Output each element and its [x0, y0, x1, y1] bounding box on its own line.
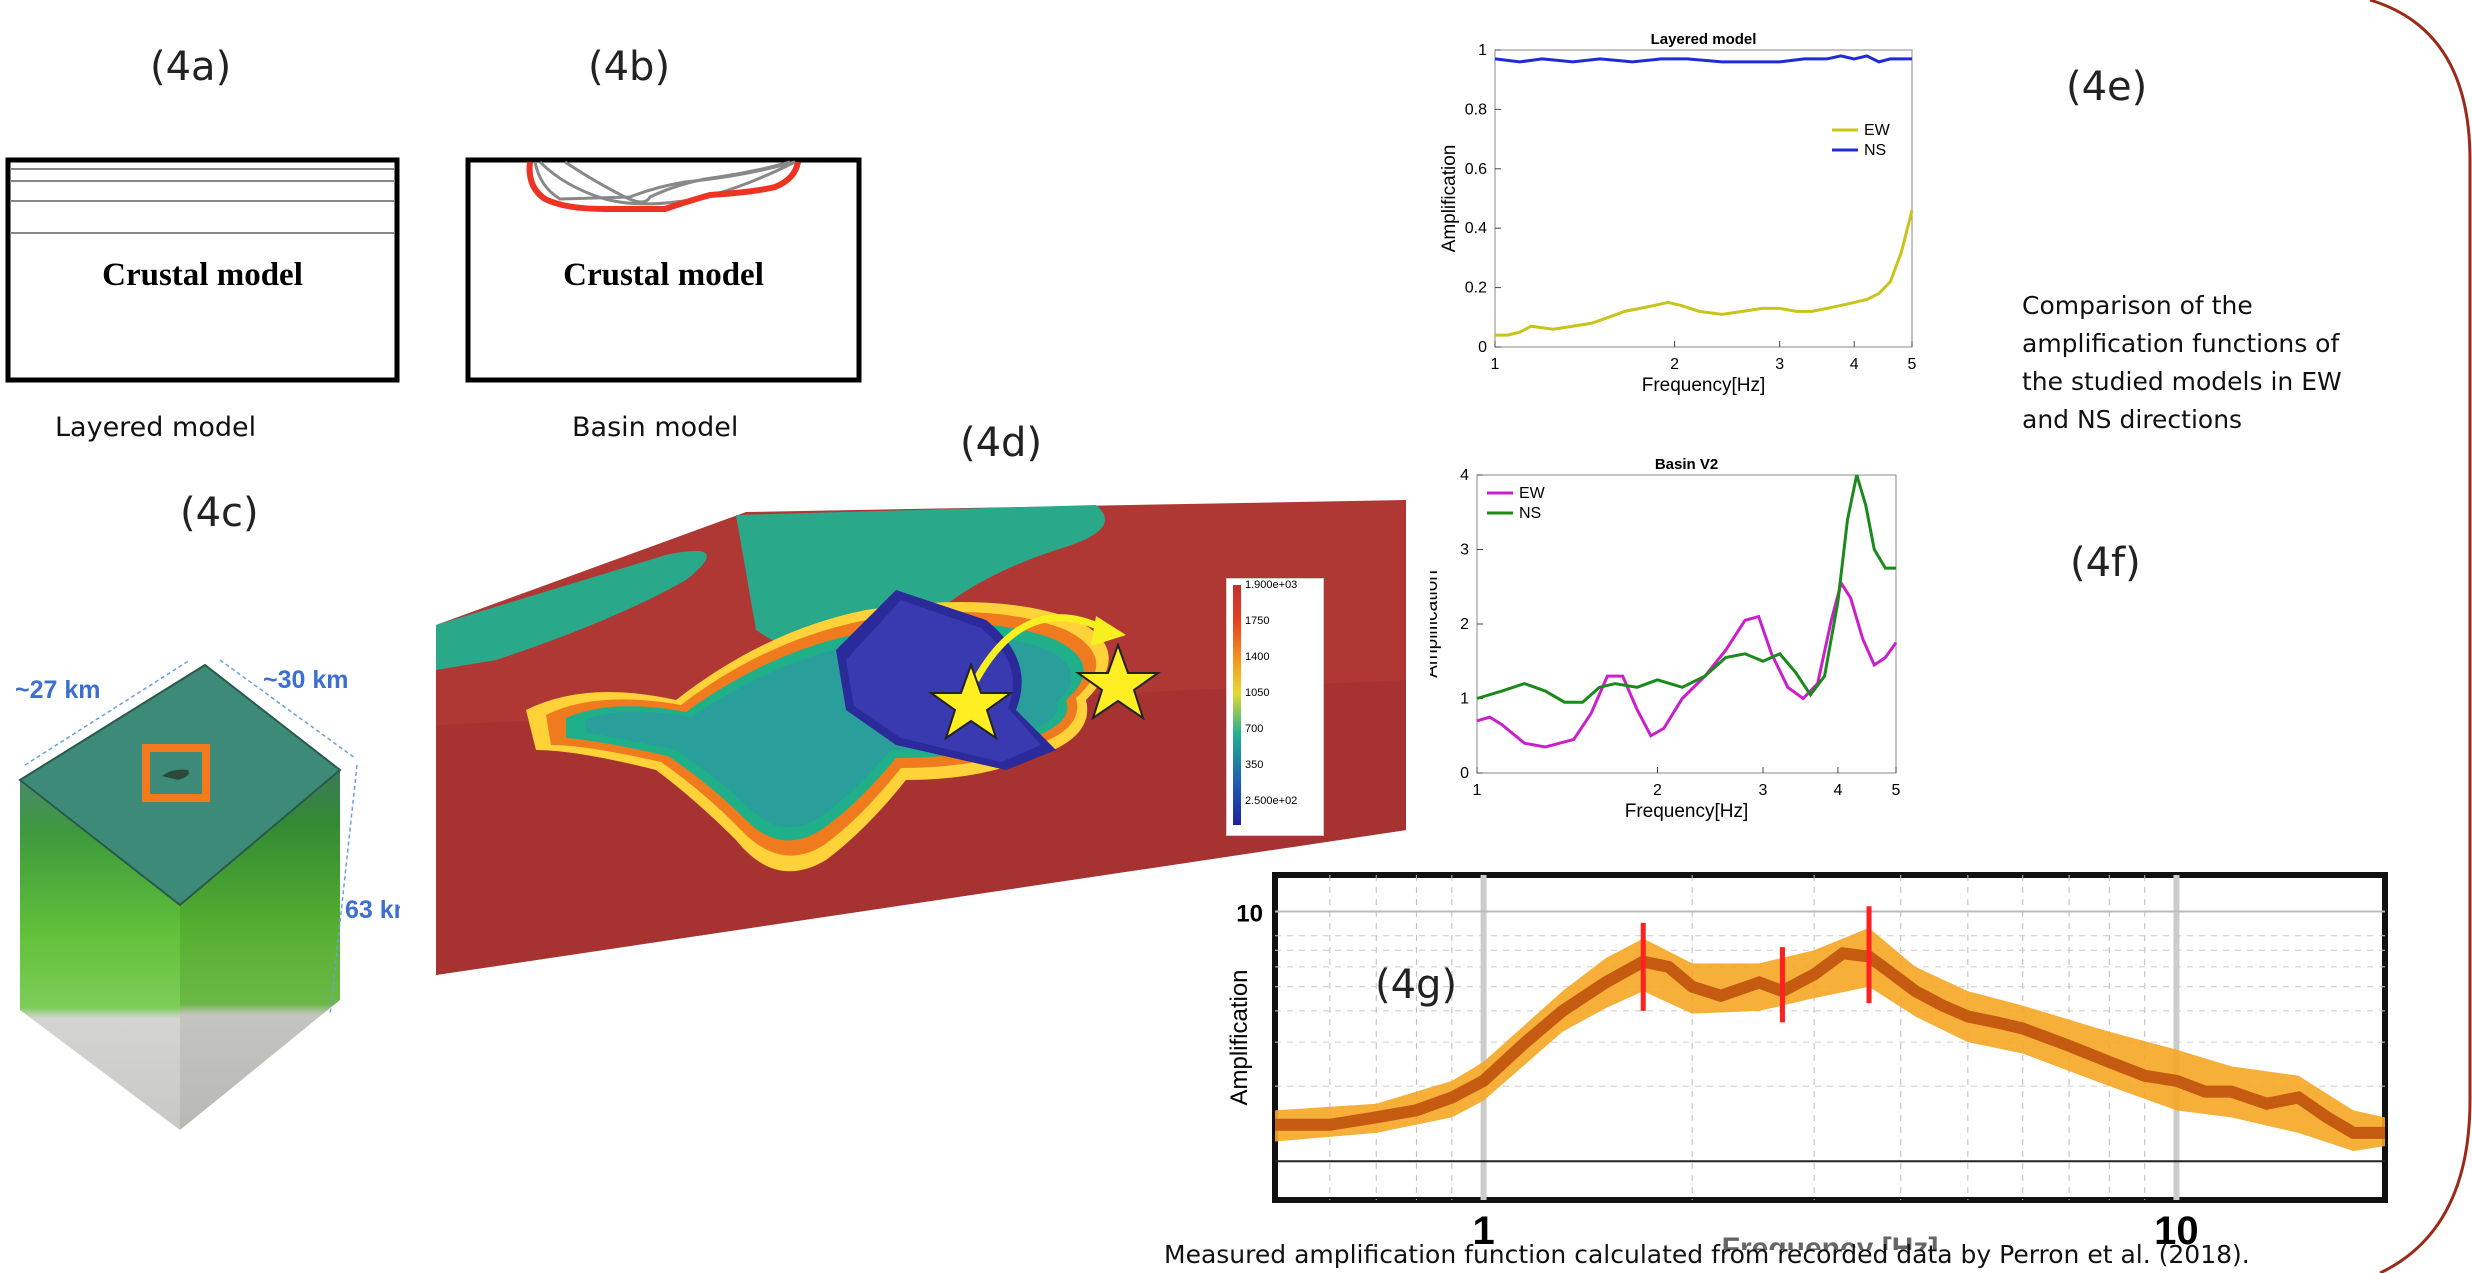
station-star-1: [927, 662, 1015, 741]
x-tick-label: 4: [1833, 782, 1842, 799]
basin-model-diagram: Crustal model: [465, 157, 862, 383]
dim-width-label: ~27 km: [15, 676, 101, 704]
y-tick-label: 3: [1460, 542, 1469, 559]
colorbar-tick-label: 2.500e+02: [1245, 795, 1298, 807]
series-line-ns: [1494, 54, 1912, 64]
x-tick-label: 1: [1473, 782, 1482, 799]
chart-title: Basin V2: [1655, 456, 1718, 473]
colorbar-tick-label: 1750: [1245, 615, 1270, 627]
colorbar-tick-label: 700: [1245, 723, 1264, 735]
x-tick-label: 2: [1670, 356, 1679, 373]
y-tick-label: 4: [1460, 467, 1469, 484]
colorbar-tick-label: 350: [1245, 759, 1264, 771]
study-area-marker: [142, 744, 210, 802]
y-axis-label: Amplification: [1439, 145, 1460, 253]
panel-label-4a: (4a): [150, 44, 232, 90]
y-tick-label: 1: [1478, 42, 1487, 59]
x-axis-label: Frequency[Hz]: [1625, 801, 1749, 822]
x-tick-label: 1: [1491, 356, 1500, 373]
y-tick-label: 0: [1460, 765, 1469, 782]
velocity-model-3d: [436, 500, 1406, 975]
colorbar-tick-label: 1050: [1245, 687, 1270, 699]
layered-model-caption: Layered model: [55, 412, 257, 443]
slide-border-arc: [2369, 0, 2472, 1273]
crustal-block-3d: ~27 km ~30 km 63 km: [15, 659, 400, 1130]
station-star-2: [1074, 642, 1162, 721]
panel-label-4f: (4f): [2070, 540, 2141, 586]
basin-model-sketch: [465, 157, 862, 383]
y-tick-label: 0: [1478, 339, 1487, 356]
legend-label: NS: [1519, 505, 1541, 522]
x-tick-label: 3: [1759, 782, 1768, 799]
y-tick-label: 0.8: [1465, 101, 1487, 118]
y-tick-label: 0.6: [1465, 161, 1487, 178]
colorbar-gradient: [1233, 585, 1241, 825]
legend-label: NS: [1864, 142, 1886, 159]
y-tick-label: 0.2: [1465, 280, 1487, 297]
y-tick-label: 2: [1460, 616, 1469, 633]
x-tick-label: 5: [1908, 356, 1917, 373]
dim-height-label: 63 km: [345, 896, 400, 924]
plot-area: [1476, 474, 1897, 774]
layered-amplification-chart: 1 2 3 4 5 0 0.2 0.4 0.6 0.8 1 Layered model Frequenc…: [1439, 31, 1917, 396]
measured-caption: Measured amplification function calculat…: [1164, 1240, 2250, 1269]
colorbar-tick-label: 1400: [1245, 651, 1270, 663]
panel-label-4c: (4c): [180, 490, 259, 536]
chart-title: Layered model: [1651, 31, 1757, 48]
x-tick-label: 3: [1775, 356, 1784, 373]
panel-label-4d: (4d): [960, 420, 1043, 466]
panel-label-4e: (4e): [2066, 64, 2148, 110]
legend-label: EW: [1864, 122, 1891, 139]
series-line-ew: [1476, 579, 1898, 749]
x-tick-label: 2: [1653, 782, 1662, 799]
y-axis-label: Amplification: [1226, 969, 1253, 1105]
layered-model-sketch: [5, 157, 400, 383]
series-line-ew: [1495, 210, 1914, 337]
velocity-colorbar: 1.900e+03 1750 1400 1050 700 350 2.500e+02: [1226, 578, 1324, 836]
x-tick-label: 1: [1472, 1209, 1494, 1250]
x-axis-label: Frequency [Hz]: [1722, 1232, 1939, 1250]
crustal-model-label-b: Crustal model: [563, 257, 764, 293]
panel-label-4b: (4b): [588, 44, 671, 90]
y-tick-label: 1: [1460, 691, 1469, 708]
x-tick-label: 4: [1850, 356, 1859, 373]
layered-model-diagram: Crustal model: [5, 157, 400, 383]
colorbar-tick-label: 1.900e+03: [1245, 579, 1298, 591]
uncertainty-band: [1275, 927, 2385, 1151]
comparison-description: Comparison of the amplification function…: [2022, 291, 2342, 434]
path-arrow: [972, 614, 1108, 682]
y-axis-label: Amplification: [1430, 570, 1442, 678]
basin-model-caption: Basin model: [572, 412, 739, 443]
panel-label-4g: (4g): [1375, 962, 1458, 1008]
x-tick-label: 10: [2154, 1209, 2199, 1250]
plot-area: [1494, 49, 1913, 348]
y-tick-label: 10: [1236, 901, 1263, 928]
measured-amplification-chart: 1 10 10 Frequency [Hz] Amplification: [1226, 872, 2388, 1250]
crustal-model-label-a: Crustal model: [102, 257, 303, 293]
x-axis-label: Frequency[Hz]: [1642, 375, 1766, 396]
y-tick-label: 0.4: [1465, 220, 1487, 237]
plot-area: [1272, 872, 2388, 1203]
x-tick-label: 5: [1892, 782, 1901, 799]
dim-depth-label: ~30 km: [263, 666, 349, 694]
legend-label: EW: [1519, 485, 1546, 502]
series-line-ns: [1476, 474, 1896, 704]
